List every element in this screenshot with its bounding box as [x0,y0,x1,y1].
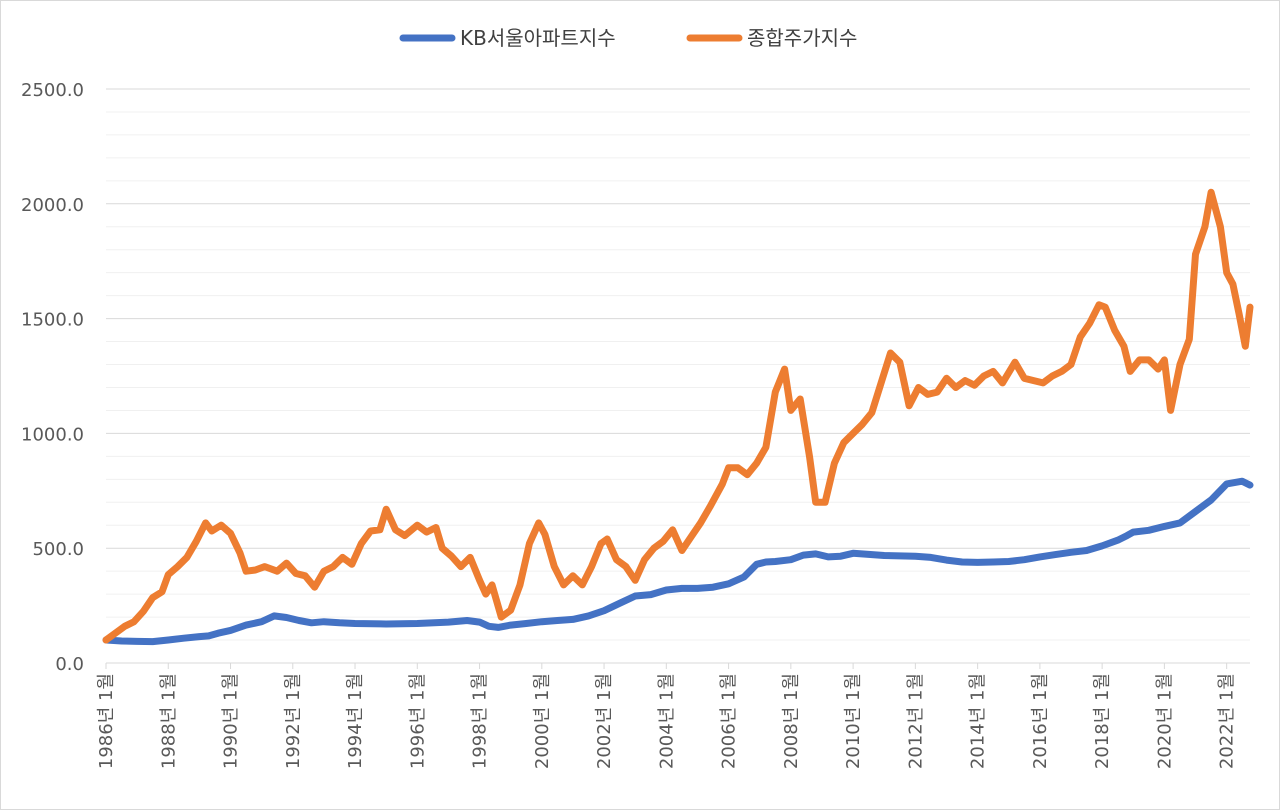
x-tick-label: 2020년 1월 [1154,673,1175,769]
x-tick-label: 2008년 1월 [781,673,802,769]
x-tick-label: 1988년 1월 [158,673,179,769]
x-tick-label: 2012년 1월 [905,673,926,769]
x-tick-label: 2006년 1월 [719,673,740,769]
legend-label-kospi: 종합주가지수 [747,26,857,50]
x-tick-label: 1994년 1월 [345,673,366,769]
x-tick-label: 1998년 1월 [470,673,491,769]
y-tick-label: 500.0 [32,539,84,560]
x-tick-label: 2014년 1월 [968,673,989,769]
x-tick-label: 2000년 1월 [532,673,553,769]
x-axis-tick-labels: 1986년 1월 1988년 1월 1990년 1월 1992년 1월 1994년 1월… [96,663,1238,769]
x-tick-label: 2002년 1월 [594,673,615,769]
gridlines [106,88,1250,664]
x-tick-label: 2018년 1월 [1092,673,1113,769]
x-tick-label: 1996년 1월 [407,673,428,769]
series-line-kb-seoul-apartment [102,477,1254,646]
x-tick-label: 1992년 1월 [283,673,304,769]
x-tick-label: 1986년 1월 [96,673,117,769]
series-lines [102,188,1254,646]
legend-label-kb-seoul-apartment: KB서울아파트지수 [460,26,616,50]
y-tick-label: 2000.0 [21,195,84,216]
x-tick-label: 2022년 1월 [1217,673,1238,769]
x-tick-label: 1990년 1월 [221,673,242,769]
x-tick-label: 2004년 1월 [656,673,677,769]
x-tick-label: 2010년 1월 [843,673,864,769]
y-tick-label: 2500.0 [21,80,84,101]
x-tick-label: 2016년 1월 [1030,673,1051,769]
series-line-kospi [102,188,1254,644]
y-tick-label: 0.0 [55,654,84,675]
y-axis-tick-labels: 0.0 500.0 1000.0 1500.0 2000.0 2500.0 [21,80,84,675]
y-tick-label: 1000.0 [21,424,84,445]
legend: KB서울아파트지수 종합주가지수 [399,26,857,50]
y-tick-label: 1500.0 [21,310,84,331]
